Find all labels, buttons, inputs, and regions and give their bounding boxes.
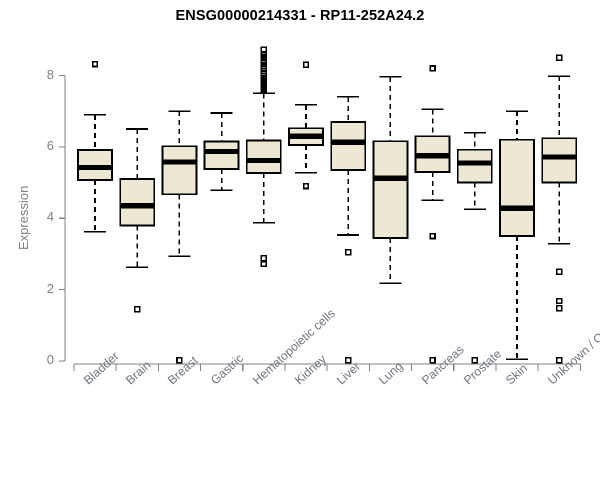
y-tick-label: 0 [46,352,54,367]
x-tick-label: Skin [503,361,530,388]
x-tick-label: Lung [376,358,406,388]
box-group [203,112,240,192]
x-tick-label: Brain [123,357,154,388]
x-tick-label: Unknown / Other [545,315,600,388]
box-group [499,110,535,361]
x-tick-label: Kidney [292,352,330,388]
x-tick-label: Prostate [460,346,504,388]
y-tick-label: 6 [46,137,54,153]
box-group [541,54,578,364]
box-group [77,60,113,233]
x-tick-label: Liver [334,359,364,388]
box-group [161,110,198,364]
box-group [245,46,282,268]
x-tick-label: Pancreas [418,342,467,388]
y-tick-label: 4 [46,209,54,225]
x-tick-label: Gastric [207,351,246,388]
box-group [119,128,156,313]
box-group [288,61,324,190]
y-tick-label: 8 [46,66,54,82]
x-tick-label: Bladder [81,348,122,388]
y-tick-label: 2 [46,280,54,296]
box-group [330,96,367,364]
page-title: ENSG00000214331 - RP11-252A24.2 [175,8,425,24]
box-group [372,76,409,285]
x-tick-label: Breast [165,353,201,388]
box-group [456,131,493,364]
box-group [414,65,451,364]
